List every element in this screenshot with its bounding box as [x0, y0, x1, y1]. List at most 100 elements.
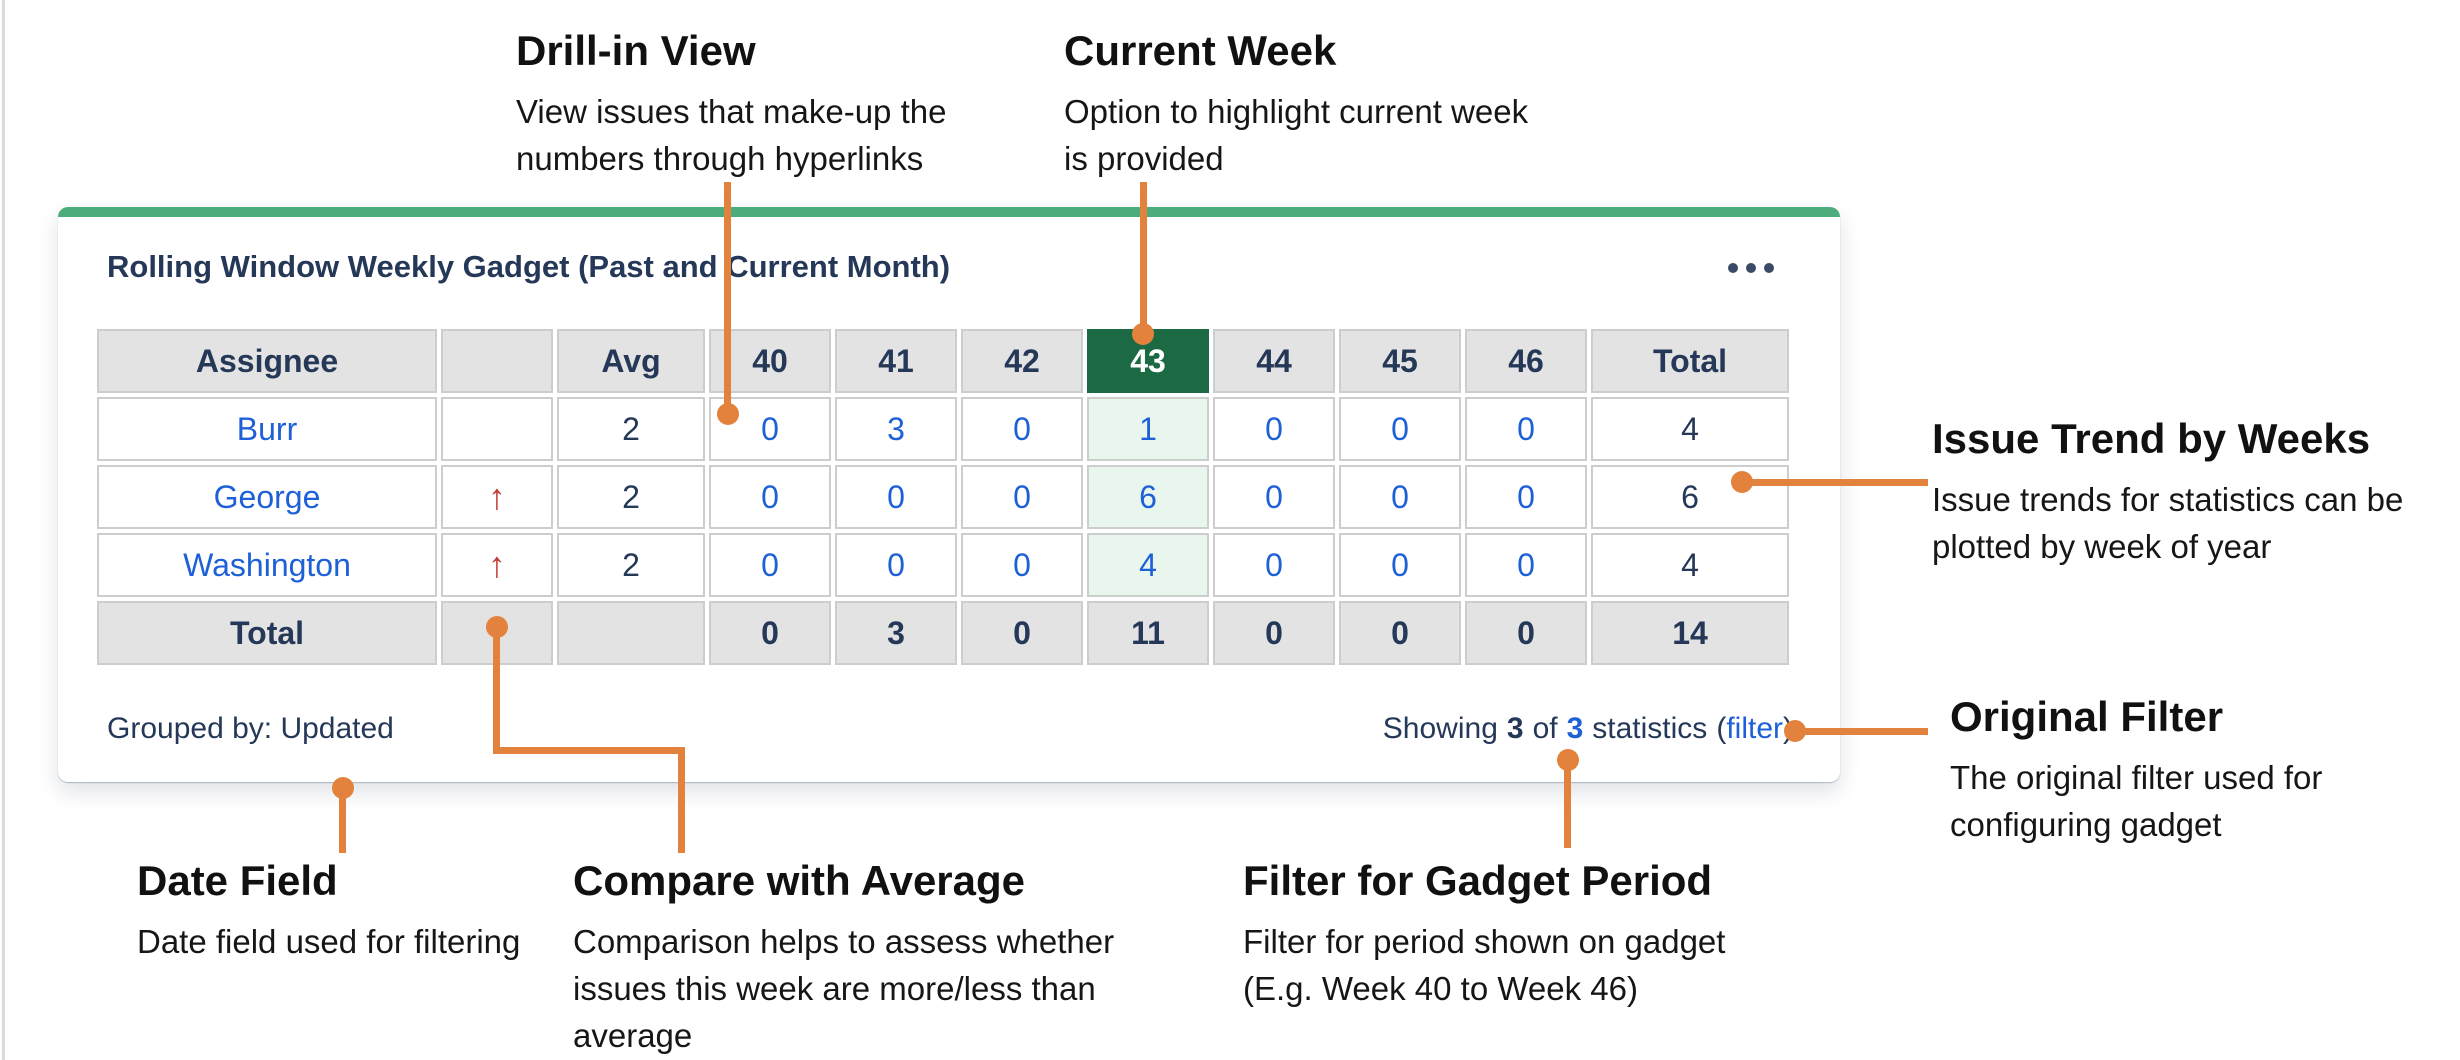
- row-total-value: 4: [1591, 397, 1789, 461]
- column-header-44: 44: [1213, 329, 1335, 393]
- connector-line: [339, 795, 346, 853]
- connector-line: [1742, 479, 1928, 486]
- issue-count-link[interactable]: 0: [1339, 533, 1461, 597]
- issue-count-link[interactable]: 0: [961, 533, 1083, 597]
- more-options-icon: [1764, 263, 1774, 273]
- annotation-body: View issues that make-up the numbers thr…: [516, 93, 947, 177]
- issue-count-link[interactable]: 0: [1465, 397, 1587, 461]
- connector-dot: [1784, 720, 1806, 742]
- table-row: Washington ↑ 2 0 0 0 4 0 0 0 4: [97, 533, 1789, 597]
- gadget-menu-button[interactable]: [1722, 257, 1780, 279]
- annotation-current-week: Current Week Option to highlight current…: [1064, 26, 1528, 182]
- avg-value: 2: [557, 465, 705, 529]
- filter-link[interactable]: filter: [1726, 712, 1783, 745]
- table-row: George ↑ 2 0 0 0 6 0 0 0 6: [97, 465, 1789, 529]
- issue-count-link[interactable]: 0: [709, 465, 831, 529]
- connector-dot: [332, 777, 354, 799]
- issue-count-link[interactable]: 0: [709, 397, 831, 461]
- showing-of: of: [1532, 712, 1558, 745]
- column-header-45: 45: [1339, 329, 1461, 393]
- column-header-42: 42: [961, 329, 1083, 393]
- showing-statistics: Showing 3 of 3 statistics ( filter ): [1383, 712, 1793, 746]
- total-week-value: 0: [1213, 601, 1335, 665]
- filter-link-group: ( filter ): [1716, 712, 1793, 746]
- total-avg-cell: [557, 601, 705, 665]
- connector-line: [493, 634, 500, 754]
- total-week-value: 11: [1087, 601, 1209, 665]
- assignee-link[interactable]: Washington: [97, 533, 437, 597]
- issue-count-link[interactable]: 0: [1465, 465, 1587, 529]
- window-left-edge: [2, 0, 5, 1060]
- issue-count-link[interactable]: 0: [709, 533, 831, 597]
- gadget-title: Rolling Window Weekly Gadget (Past and C…: [107, 249, 951, 284]
- showing-total: 3: [1566, 712, 1584, 745]
- table-row: Burr 2 0 3 0 1 0 0 0 4: [97, 397, 1789, 461]
- more-options-icon: [1728, 263, 1738, 273]
- assignee-link[interactable]: Burr: [97, 397, 437, 461]
- avg-value: 2: [557, 397, 705, 461]
- connector-line: [1140, 182, 1147, 334]
- annotation-title: Current Week: [1064, 27, 1337, 74]
- annotation-body: Comparison helps to assess whether issue…: [573, 923, 1115, 1054]
- assignee-link[interactable]: George: [97, 465, 437, 529]
- total-week-value: 0: [1465, 601, 1587, 665]
- connector-dot: [486, 616, 508, 638]
- issue-count-link[interactable]: 0: [835, 465, 957, 529]
- showing-prefix: Showing: [1382, 712, 1498, 745]
- issue-count-link[interactable]: 4: [1087, 533, 1209, 597]
- annotation-title: Original Filter: [1950, 693, 2224, 740]
- connector-dot: [1557, 749, 1579, 771]
- total-week-value: 0: [1339, 601, 1461, 665]
- issue-count-link[interactable]: 0: [1339, 397, 1461, 461]
- avg-value: 2: [557, 533, 705, 597]
- annotation-body: Option to highlight current week is prov…: [1064, 93, 1529, 177]
- annotation-body: Issue trends for statistics can be plott…: [1932, 481, 2404, 565]
- paren-open: (: [1716, 712, 1727, 745]
- annotation-issue-trend: Issue Trend by Weeks Issue trends for st…: [1932, 414, 2403, 570]
- column-header-total: Total: [1591, 329, 1789, 393]
- total-week-value: 0: [709, 601, 831, 665]
- connector-line: [1564, 768, 1571, 848]
- issue-count-link[interactable]: 0: [1213, 397, 1335, 461]
- annotation-original-filter: Original Filter The original filter used…: [1950, 692, 2322, 848]
- stats-table: Assignee Avg 40 41 42 43 44 45 46 Total Burr 2 0 3 0 1 0…: [93, 325, 1793, 669]
- gadget-accent-bar: [58, 207, 1840, 217]
- issue-count-link[interactable]: 0: [961, 397, 1083, 461]
- issue-count-link[interactable]: 6: [1087, 465, 1209, 529]
- showing-count: 3: [1506, 712, 1524, 745]
- annotation-drill-in: Drill-in View View issues that make-up t…: [516, 26, 946, 182]
- annotation-title: Drill-in View: [516, 27, 756, 74]
- issue-count-link[interactable]: 0: [961, 465, 1083, 529]
- column-header-41: 41: [835, 329, 957, 393]
- column-header-assignee: Assignee: [97, 329, 437, 393]
- issue-count-link[interactable]: 1: [1087, 397, 1209, 461]
- annotation-title: Filter for Gadget Period: [1243, 857, 1713, 904]
- connector-line: [678, 747, 685, 853]
- grand-total-value: 14: [1591, 601, 1789, 665]
- annotation-body: The original filter used for configuring…: [1950, 759, 2323, 843]
- connector-line: [493, 747, 685, 754]
- issue-count-link[interactable]: 0: [1465, 533, 1587, 597]
- trend-up-icon: ↑: [441, 465, 553, 529]
- annotation-title: Issue Trend by Weeks: [1932, 415, 2371, 462]
- issue-count-link[interactable]: 0: [1339, 465, 1461, 529]
- issue-count-link[interactable]: 0: [835, 533, 957, 597]
- annotation-title: Compare with Average: [573, 857, 1026, 904]
- column-header-46: 46: [1465, 329, 1587, 393]
- issue-count-link[interactable]: 0: [1213, 533, 1335, 597]
- connector-dot: [1132, 323, 1154, 345]
- total-week-value: 3: [835, 601, 957, 665]
- column-header-43: 43: [1087, 329, 1209, 393]
- connector-dot: [717, 403, 739, 425]
- connector-line: [1800, 728, 1928, 735]
- row-total-value: 6: [1591, 465, 1789, 529]
- annotation-title: Date Field: [137, 857, 338, 904]
- issue-count-link[interactable]: 0: [1213, 465, 1335, 529]
- trend-cell: [441, 397, 553, 461]
- column-header-40: 40: [709, 329, 831, 393]
- column-header-trend: [441, 329, 553, 393]
- annotation-date-field: Date Field Date field used for filtering: [137, 856, 520, 965]
- column-header-avg: Avg: [557, 329, 705, 393]
- issue-count-link[interactable]: 3: [835, 397, 957, 461]
